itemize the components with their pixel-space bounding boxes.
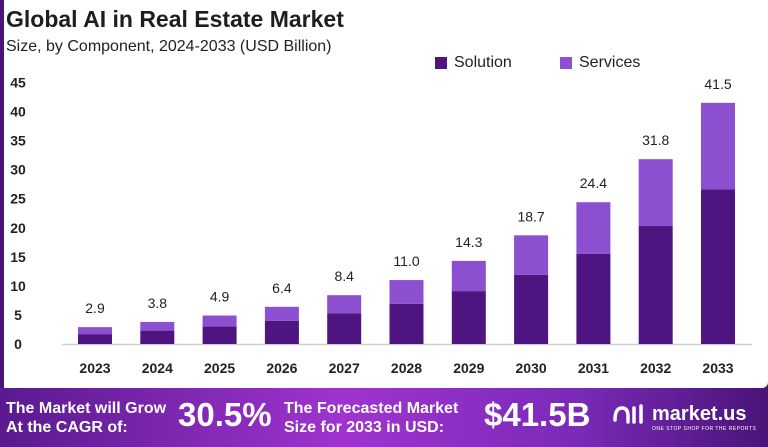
legend-item-services: Services xyxy=(560,54,640,72)
y-tick-label: 35 xyxy=(10,133,26,149)
forecast-label: The Forecasted Market Size for 2033 in U… xyxy=(284,399,458,437)
x-tick-label: 2024 xyxy=(142,360,173,376)
bar-services xyxy=(451,260,486,292)
x-tick-label: 2028 xyxy=(391,360,422,376)
bar-services xyxy=(514,235,549,275)
y-tick-label: 30 xyxy=(10,162,26,178)
data-label: 11.0 xyxy=(393,253,419,269)
forecast-label-line: Size for 2033 in USD: xyxy=(284,419,445,436)
bar-solution xyxy=(140,330,175,344)
bar-solution xyxy=(264,320,299,344)
data-label: 24.4 xyxy=(580,175,607,191)
bar-services xyxy=(140,321,175,331)
cagr-label: The Market will Grow At the CAGR of: xyxy=(6,399,166,437)
bar-solution xyxy=(514,274,549,344)
y-tick-label: 45 xyxy=(10,75,26,91)
bar-chart: 0510152025303540452.920233.820244.920256… xyxy=(10,75,752,376)
x-tick-label: 2033 xyxy=(702,360,733,376)
data-label: 8.4 xyxy=(334,268,354,284)
bar-solution xyxy=(451,291,486,344)
data-label: 31.8 xyxy=(642,132,669,148)
bar-services xyxy=(576,202,611,254)
market-us-logo: market.us ONE STOP SHOP FOR THE REPORTS xyxy=(612,402,756,432)
chart-subtitle: Size, by Component, 2024-2033 (USD Billi… xyxy=(6,38,332,55)
bar-solution xyxy=(638,226,673,344)
forecast-value: $41.5B xyxy=(484,396,591,433)
legend-item-solution: Solution xyxy=(435,54,512,72)
y-tick-label: 5 xyxy=(14,307,22,323)
y-tick-label: 0 xyxy=(14,336,22,352)
y-tick-label: 40 xyxy=(10,104,26,120)
x-tick-label: 2023 xyxy=(79,360,110,376)
x-tick-label: 2026 xyxy=(266,360,297,376)
data-label: 41.5 xyxy=(704,76,731,92)
y-tick-label: 10 xyxy=(10,278,26,294)
bar-solution xyxy=(576,253,611,344)
bar-services xyxy=(202,315,237,327)
logo-icon xyxy=(613,404,643,424)
legend-label: Services xyxy=(579,54,641,71)
y-tick-label: 25 xyxy=(10,191,26,207)
legend-swatch xyxy=(435,57,447,69)
data-label: 3.8 xyxy=(148,295,168,311)
bar-services xyxy=(701,102,735,190)
data-label: 14.3 xyxy=(455,234,482,250)
data-label: 2.9 xyxy=(85,300,105,316)
legend-label: Solution xyxy=(454,54,512,71)
data-label: 4.9 xyxy=(210,289,230,305)
bar-solution xyxy=(202,326,237,344)
chart-title: Global AI in Real Estate Market xyxy=(6,6,344,32)
cagr-label-line: At the CAGR of: xyxy=(6,419,128,436)
x-tick-label: 2025 xyxy=(204,360,235,376)
x-tick-label: 2030 xyxy=(516,360,547,376)
y-tick-label: 15 xyxy=(10,249,26,265)
bar-services xyxy=(327,295,362,314)
legend-swatch xyxy=(560,57,572,69)
logo-tagline: ONE STOP SHOP FOR THE REPORTS xyxy=(652,426,757,432)
x-tick-label: 2027 xyxy=(329,360,360,376)
data-label: 6.4 xyxy=(272,280,292,296)
bar-services xyxy=(264,306,299,321)
bar-solution xyxy=(78,334,112,344)
bar-services xyxy=(389,280,424,304)
x-tick-label: 2029 xyxy=(453,360,484,376)
y-tick-label: 20 xyxy=(10,220,26,236)
data-label: 18.7 xyxy=(517,208,544,224)
bar-services xyxy=(78,327,112,335)
cagr-label-line: The Market will Grow xyxy=(6,400,167,417)
bar-solution xyxy=(389,303,424,344)
logo-text: market.us xyxy=(652,402,747,425)
summary-banner: The Market will Grow At the CAGR of: 30.… xyxy=(0,388,768,447)
bar-services xyxy=(638,159,673,227)
bar-solution xyxy=(701,189,735,344)
forecast-label-line: The Forecasted Market xyxy=(284,400,459,417)
x-tick-label: 2032 xyxy=(640,360,671,376)
bar-solution xyxy=(327,313,362,344)
x-tick-label: 2031 xyxy=(578,360,609,376)
cagr-value: 30.5% xyxy=(178,396,272,433)
